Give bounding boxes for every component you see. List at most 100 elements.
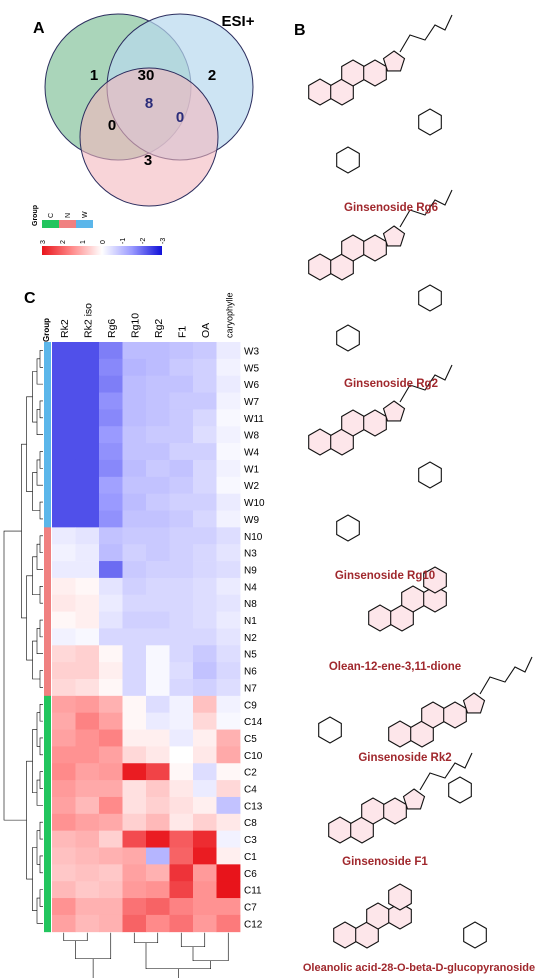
heatmap-cell-w7-7 [193, 392, 217, 410]
row-label-c9: C9 [244, 700, 257, 711]
heatmap-cell-c1-2 [75, 847, 100, 865]
heatmap-cell-c11-1 [52, 881, 76, 899]
heatmap-cell-c13-6 [169, 796, 194, 815]
row-label-c3: C3 [244, 835, 257, 846]
group-bar-segment [44, 662, 51, 680]
venn-count-n-only: 3 [144, 152, 152, 169]
row-label-n9: N9 [244, 565, 257, 576]
heatmap-cell-c14-8 [216, 712, 241, 730]
heatmap-cell-n6-4 [122, 662, 147, 680]
row-dendrogram-branch [21, 443, 27, 619]
heatmap-cell-c6-7 [193, 864, 217, 882]
heatmap-cell-n5-6 [169, 645, 194, 663]
heatmap-cell-w4-2 [75, 443, 100, 461]
row-label-w4: W4 [244, 448, 259, 459]
heatmap-cell-c6-6 [169, 864, 194, 882]
row-label-w7: W7 [244, 397, 259, 408]
row-dendrogram-branch [39, 670, 43, 688]
heatmap-cell-c3-2 [75, 830, 100, 848]
heatmap-cell-n2-6 [169, 628, 194, 646]
heatmap-cell-n3-1 [52, 544, 76, 562]
group-legend-swatch-c [42, 220, 59, 228]
ring-shape [308, 253, 332, 281]
heatmap-cell-n9-1 [52, 561, 76, 579]
color-scale-tick: 0 [100, 240, 107, 244]
row-dendrogram-branch [32, 847, 37, 911]
heatmap-cell-c10-5 [146, 746, 170, 764]
heatmap-cell-n3-5 [146, 544, 170, 562]
ring-shape [318, 716, 342, 744]
heatmap-cell-c2-7 [193, 763, 217, 781]
row-label-c2: C2 [244, 768, 257, 779]
row-dendrogram-branch [36, 712, 40, 747]
column-dendrogram [63, 932, 229, 978]
column-label-7: OA [200, 323, 212, 338]
heatmap-cell-c4-5 [146, 780, 170, 798]
heatmap-cell-w9-3 [99, 510, 123, 528]
heatmap-cell-n5-4 [122, 645, 147, 663]
ring-shape [383, 797, 407, 825]
heatmap-cell-c9-5 [146, 695, 170, 714]
heatmap-cell-w3-8 [216, 342, 241, 360]
heatmap-cell-c10-1 [52, 746, 76, 764]
heatmap-cell-w11-2 [75, 409, 100, 427]
venn-circle-n [79, 67, 219, 207]
row-label-c5: C5 [244, 734, 257, 745]
heatmap-cell-c14-2 [75, 712, 100, 730]
venn-title: ESI+ [222, 13, 255, 30]
group-bar-segment [44, 577, 51, 596]
panel-letter-b: B [294, 22, 306, 39]
heatmap-cell-w5-4 [122, 358, 147, 377]
heatmap-cell-c6-8 [216, 864, 241, 882]
ring-shape [368, 604, 392, 632]
ring-shape [382, 50, 406, 72]
group-bar-segment [44, 358, 51, 377]
group-bar-segment [44, 780, 51, 798]
heatmap-cell-w4-4 [122, 443, 147, 461]
row-label-n5: N5 [244, 650, 257, 661]
heatmap-cell-c7-6 [169, 898, 194, 916]
group-bar-segment [44, 594, 51, 612]
ring-shape [382, 225, 406, 247]
ring-shape [388, 902, 412, 930]
heatmap-cell-c4-2 [75, 780, 100, 798]
heatmap-cell-c14-3 [99, 712, 123, 730]
row-dendrogram-branch [39, 400, 43, 419]
ring-shape [336, 324, 360, 352]
heatmap-cell-n10-7 [193, 527, 217, 545]
heatmap-cell-n6-7 [193, 662, 217, 680]
heatmap-group-label: Group [42, 318, 51, 342]
ring-shape [462, 692, 486, 714]
heatmap-cell-c4-7 [193, 780, 217, 798]
structure-label-olean: Olean-12-ene-3,11-dione [328, 661, 462, 673]
ring-shape [328, 816, 352, 844]
heatmap-cell-c13-5 [146, 796, 170, 815]
side-chain [399, 14, 453, 53]
heatmap-cell-c7-5 [146, 898, 170, 916]
structure-label-rk2: Ginsenoside Rk2 [358, 752, 452, 764]
row-dendrogram-branch [39, 855, 43, 874]
heatmap-cell-w6-5 [146, 375, 170, 393]
row-dendrogram-branch [36, 830, 40, 865]
heatmap-cell-c4-3 [99, 780, 123, 798]
heatmap-cell-n1-7 [193, 611, 217, 629]
heatmap-cell-w10-7 [193, 493, 217, 511]
heatmap-cell-n3-7 [193, 544, 217, 562]
heatmap-cell-n1-5 [146, 611, 170, 629]
heatmap-cell-c1-4 [122, 847, 147, 865]
heatmap-cell-c11-6 [169, 881, 194, 899]
column-dendrogram-branch [92, 958, 179, 978]
heatmap-cell-w7-4 [122, 392, 147, 410]
heatmap-cell-n8-7 [193, 594, 217, 612]
heatmap-cell-n4-5 [146, 577, 170, 596]
heatmap-cell-c1-3 [99, 847, 123, 865]
heatmap-cell-w3-5 [146, 342, 170, 360]
heatmap-cell-w6-2 [75, 375, 100, 393]
heatmap-cell-n4-3 [99, 577, 123, 596]
heatmap-cell-n10-4 [122, 527, 147, 545]
heatmap-cell-c6-3 [99, 864, 123, 882]
heatmap-cell-n7-6 [169, 679, 194, 697]
heatmap-cell-c1-5 [146, 847, 170, 865]
heatmap-cell-w8-3 [99, 426, 123, 444]
group-bar-segment [44, 914, 51, 933]
